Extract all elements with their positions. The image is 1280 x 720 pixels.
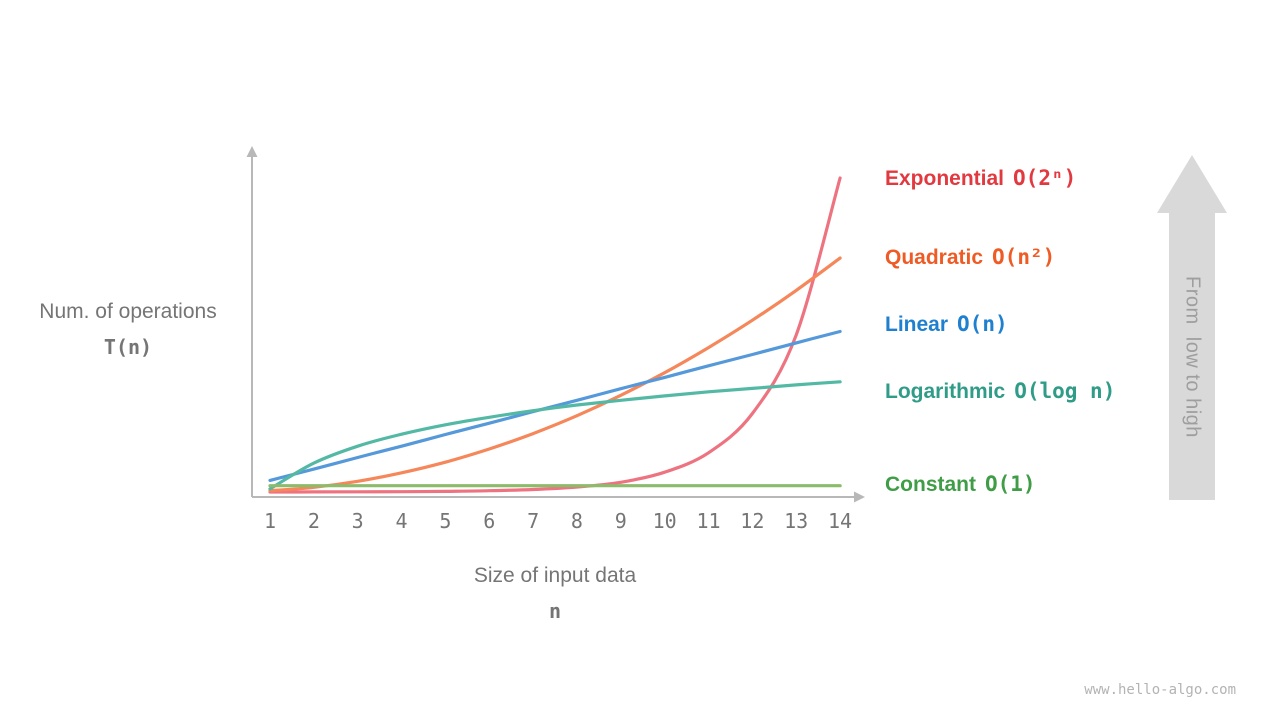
x-tick-label: 11 [696,509,720,533]
curve-group [268,176,842,494]
x-tick-label: 6 [483,509,495,533]
curve-logarithmic [268,380,842,491]
x-tick-label: 4 [396,509,408,533]
legend-formula: O(n) [957,312,1008,336]
axes [246,146,865,503]
legend-formula: O(log n) [1014,379,1116,403]
x-tick-label: 1 [264,509,276,533]
legend-label: Quadratic [885,246,984,269]
low-to-high-arrow: From low to high [1157,155,1227,500]
legend-item-linear: Linear O(n) [885,310,1008,339]
legend-item-constant: Constant O(1) [885,470,1036,499]
x-tick-label: 9 [615,509,627,533]
arrow-label-wrap: From low to high [1157,213,1227,500]
x-tick-label: 8 [571,509,583,533]
legend-label: Logarithmic [885,380,1006,403]
legend-formula: O(2ⁿ) [1013,166,1077,190]
x-axis-label: Size of input data [473,564,637,587]
y-axis-arrow-icon [246,146,258,157]
x-tick-label: 7 [527,509,539,533]
x-tick-label: 14 [828,509,852,533]
legend-label: Constant [885,473,976,496]
x-tick-label: 5 [439,509,451,533]
x-axis-title: Size of input data n [350,564,760,623]
x-tick-labels: 1 2 3 4 5 6 7 8 9 10 11 12 13 14 [264,509,852,533]
y-axis-symbol: T(n) [103,335,153,359]
legend-item-quadratic: Quadratic O(n²) [885,243,1055,272]
legend-item-logarithmic: Logarithmic O(log n) [885,377,1115,406]
watermark: www.hello-algo.com [1084,682,1236,698]
curve-linear [268,329,842,482]
up-arrow-shape [1157,155,1227,500]
legend-label: Exponential [885,167,1005,190]
x-tick-label: 12 [740,509,764,533]
x-tick-label: 10 [653,509,677,533]
curve-exponential [268,176,842,494]
arrow-label: From low to high [1181,275,1204,438]
legend-formula: O(1) [985,472,1036,496]
x-axis-symbol: n [548,599,562,623]
curve-quadratic [268,256,842,493]
x-tick-label: 13 [784,509,808,533]
legend-formula: O(n²) [992,245,1056,269]
y-axis-label: Num. of operations [39,300,217,323]
legend-item-exponential: Exponential O(2ⁿ) [885,164,1076,193]
x-axis-arrow-icon [854,491,865,503]
legend-label: Linear [885,313,949,336]
y-axis-title: Num. of operations T(n) [16,300,240,359]
x-tick-label: 3 [352,509,364,533]
x-tick-label: 2 [308,509,320,533]
up-arrow-icon [1157,155,1227,500]
